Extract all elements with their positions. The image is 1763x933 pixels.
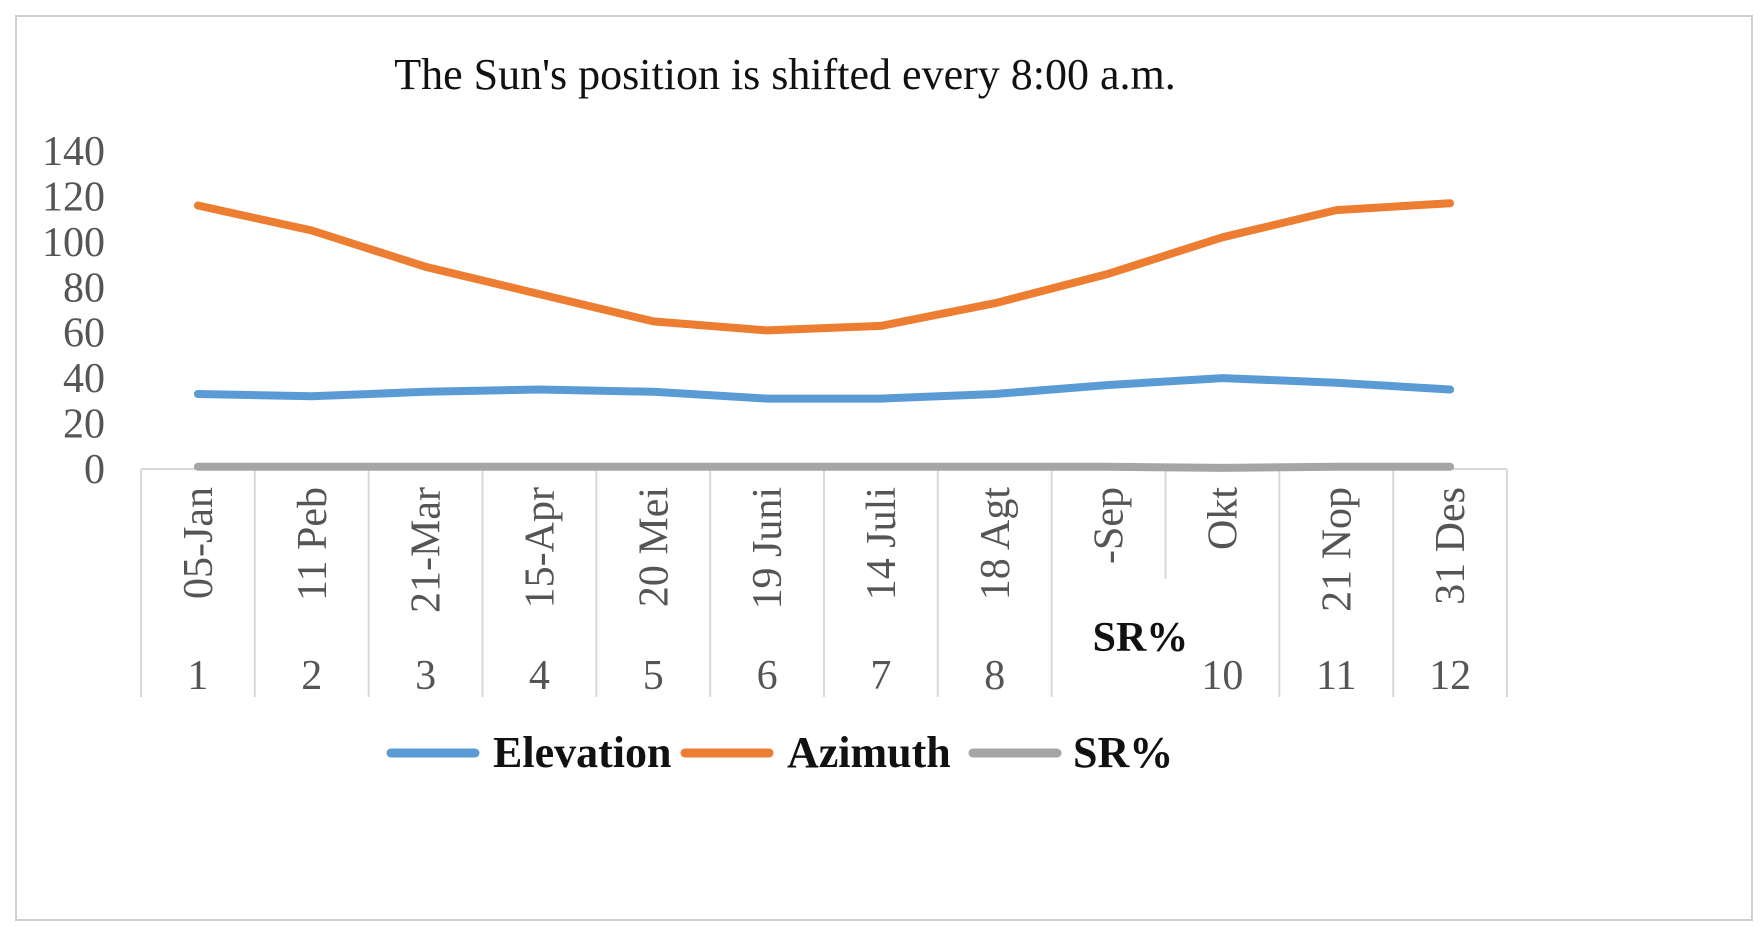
legend: Elevation Azimuth SR%: [386, 728, 1173, 777]
line-chart: The Sun's position is shifted every 8:00…: [42, 50, 1508, 777]
series-point-sr-: [195, 464, 200, 469]
series-point-azimuth: [423, 264, 428, 269]
x-tick-date-label: 19 Juni: [745, 487, 791, 610]
x-tick-date-label: 11 Peb: [290, 487, 336, 601]
series-point-azimuth: [1334, 208, 1339, 213]
series-point-azimuth: [1448, 201, 1453, 206]
x-axis: 05-Jan 1 11 Peb 2 21-Mar 3 15-Apr 4 20 Mei 5 19 Ju…: [140, 468, 1508, 699]
overlay-label-text: SR%: [1093, 615, 1189, 661]
x-tick-date-label: 31 Des: [1428, 487, 1474, 605]
series-point-elevation: [651, 389, 656, 394]
x-tick-date-label: 18 Agt: [973, 487, 1019, 601]
x-tick-date-label: 21 Nop: [1314, 487, 1360, 612]
series-point-sr-: [537, 464, 542, 469]
y-tick-label: 60: [63, 311, 105, 357]
series-point-sr-: [1448, 464, 1453, 469]
plot-lines: [193, 199, 1455, 472]
series-point-sr-: [992, 464, 997, 469]
x-tick-date-label: Okt: [1200, 487, 1246, 550]
series-line-sr-: [193, 462, 1455, 472]
series-point-azimuth: [1106, 271, 1111, 276]
series-point-elevation: [1220, 376, 1225, 381]
x-tick-date-label: 21-Mar: [404, 487, 450, 613]
x-tick-month-label: 2: [301, 653, 322, 699]
series-point-sr-: [765, 464, 770, 469]
x-tick-month-label: 1: [187, 653, 208, 699]
series-point-azimuth: [537, 292, 542, 297]
legend-label-azimuth: Azimuth: [787, 728, 951, 777]
series-point-azimuth: [1220, 235, 1225, 240]
series-point-elevation: [1106, 382, 1111, 387]
x-tick-month-label: 12: [1429, 653, 1471, 699]
y-tick-label: 80: [63, 265, 105, 311]
series-line-elevation: [193, 374, 1455, 403]
x-tick-month-label: 7: [870, 653, 891, 699]
x-tick-month-label: 10: [1201, 653, 1243, 699]
x-tick-month-label: 5: [643, 653, 664, 699]
x-tick-month-label: 8: [984, 653, 1005, 699]
legend-label-sr-: SR%: [1073, 728, 1173, 777]
series-point-azimuth: [651, 319, 656, 324]
series-point-sr-: [1106, 464, 1111, 469]
series-point-azimuth: [309, 228, 314, 233]
series-point-azimuth: [765, 328, 770, 333]
series-point-elevation: [195, 392, 200, 397]
y-tick-label: 140: [42, 129, 105, 175]
chart-frame: The Sun's position is shifted every 8:00…: [15, 15, 1753, 921]
series-point-elevation: [1448, 387, 1453, 392]
chart-title: The Sun's position is shifted every 8:00…: [394, 50, 1176, 99]
series-point-sr-: [309, 464, 314, 469]
y-tick-label: 120: [42, 174, 105, 220]
x-tick-date-label: 15-Apr: [517, 487, 563, 608]
overlay-box: [1085, 579, 1198, 701]
x-tick-month-label: 11: [1316, 653, 1356, 699]
y-tick-label: 20: [63, 402, 105, 448]
x-tick-date-label: 20 Mei: [631, 487, 677, 607]
label-overlay: SR%: [1085, 579, 1198, 701]
series-point-elevation: [765, 396, 770, 401]
y-tick-label: 40: [63, 356, 105, 402]
series-point-elevation: [1334, 380, 1339, 385]
series-point-azimuth: [195, 203, 200, 208]
series-point-elevation: [423, 389, 428, 394]
series-point-sr-: [1220, 465, 1225, 470]
x-tick-month-label: 4: [529, 653, 550, 699]
series-point-sr-: [878, 464, 883, 469]
series-point-sr-: [1334, 464, 1339, 469]
x-tick-month-label: 3: [415, 653, 436, 699]
x-tick-month-label: 6: [757, 653, 778, 699]
series-point-elevation: [309, 394, 314, 399]
y-tick-label: 0: [84, 447, 105, 493]
x-tick-date-label: 14 Juli: [859, 487, 905, 600]
series-point-sr-: [651, 464, 656, 469]
x-tick-date-label: 05-Jan: [176, 487, 222, 599]
legend-label-elevation: Elevation: [493, 728, 671, 777]
x-tick-date-label: -Sep: [1087, 487, 1133, 564]
y-tick-label: 100: [42, 220, 105, 266]
series-point-elevation: [878, 396, 883, 401]
series-point-azimuth: [878, 323, 883, 328]
series-point-sr-: [423, 464, 428, 469]
series-point-elevation: [992, 392, 997, 397]
series-line-azimuth: [193, 199, 1455, 335]
series-point-elevation: [537, 387, 542, 392]
series-point-azimuth: [992, 301, 997, 306]
